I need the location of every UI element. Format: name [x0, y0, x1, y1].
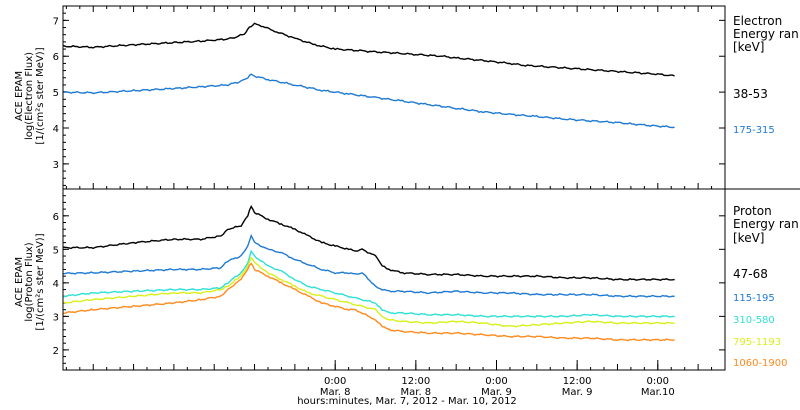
y-tick-label: 5	[53, 88, 59, 99]
electron-ylabel-line1: ACE EPAM	[14, 71, 25, 121]
y-tick-label: 3	[53, 312, 59, 323]
series-line-38-53	[62, 22, 675, 77]
legend-entry-1060-1900: 1060-1900	[733, 358, 788, 369]
x-tick-date: Mar.10	[641, 387, 675, 398]
x-tick-date: Mar. 9	[562, 387, 593, 398]
electron-ylabel-line2: log(Electron Flux)	[24, 52, 35, 140]
proton-ylabel-line2: log(Proton Flux)	[24, 242, 35, 321]
proton-ylabel-line3: [1/(cm²s ster MeV)]	[35, 233, 46, 330]
y-tick-label: 6	[53, 52, 59, 63]
plot-frames	[62, 5, 800, 371]
electron-panel: ACE EPAM log(Electron Flux) [1/(cm²s ste…	[14, 12, 799, 186]
legend-entry-38-53: 38-53	[733, 87, 768, 101]
legend-entry-115-195: 115-195	[733, 293, 775, 304]
y-tick-label: 6	[53, 212, 59, 223]
x-tick-date: Mar. 8	[401, 387, 432, 398]
electron-legend-title-3: [keV]	[733, 40, 764, 54]
x-axis-title: hours:minutes, Mar. 7, 2012 - Mar. 10, 2…	[297, 396, 517, 407]
series-line-310-580	[62, 249, 675, 318]
x-tick-date: Mar. 8	[320, 387, 351, 398]
x-tick-time: 12:00	[401, 376, 430, 387]
proton-legend-title-1: Proton	[733, 204, 772, 218]
legend-entry-175-315: 175-315	[733, 125, 775, 136]
legend-entry-795-1193: 795-1193	[733, 337, 781, 348]
electron-legend-title-2: Energy ran	[733, 27, 799, 41]
y-tick-label: 4	[53, 279, 59, 290]
electron-legend-title-1: Electron	[733, 14, 782, 28]
proton-legend-title-3: [keV]	[733, 231, 764, 245]
series-line-175-315	[62, 73, 675, 129]
x-tick-time: 0:00	[324, 376, 346, 387]
proton-legend: 47-68 115-195 310-580 795-1193 1060-1900	[733, 267, 788, 369]
x-tick-time: 0:00	[485, 376, 507, 387]
proton-series	[62, 205, 675, 342]
series-line-795-1193	[62, 256, 675, 328]
x-tick-time: 0:00	[647, 376, 669, 387]
series-line-115-195	[62, 233, 675, 298]
x-tick-date: Mar. 9	[481, 387, 512, 398]
y-tick-label: 4	[53, 124, 59, 135]
proton-panel: ACE EPAM log(Proton Flux) [1/(cm²s ster …	[14, 195, 799, 371]
y-tick-label: 5	[53, 245, 59, 256]
proton-ylabel-line1: ACE EPAM	[14, 257, 25, 307]
series-line-1060-1900	[62, 262, 675, 342]
electron-ylabel-line3: [1/(cm²s ster MeV)]	[35, 47, 46, 144]
legend-entry-47-68: 47-68	[733, 267, 768, 281]
outer-frame	[62, 5, 726, 371]
y-tick-label: 3	[53, 160, 59, 171]
electron-legend: 38-53 175-315	[733, 87, 775, 136]
x-tick-time: 12:00	[563, 376, 592, 387]
electron-series	[62, 22, 675, 129]
y-tick-label: 2	[53, 346, 59, 357]
legend-entry-310-580: 310-580	[733, 315, 775, 326]
proton-legend-title-2: Energy ran	[733, 217, 799, 231]
series-line-47-68	[62, 205, 675, 281]
y-tick-label: 7	[53, 16, 59, 27]
